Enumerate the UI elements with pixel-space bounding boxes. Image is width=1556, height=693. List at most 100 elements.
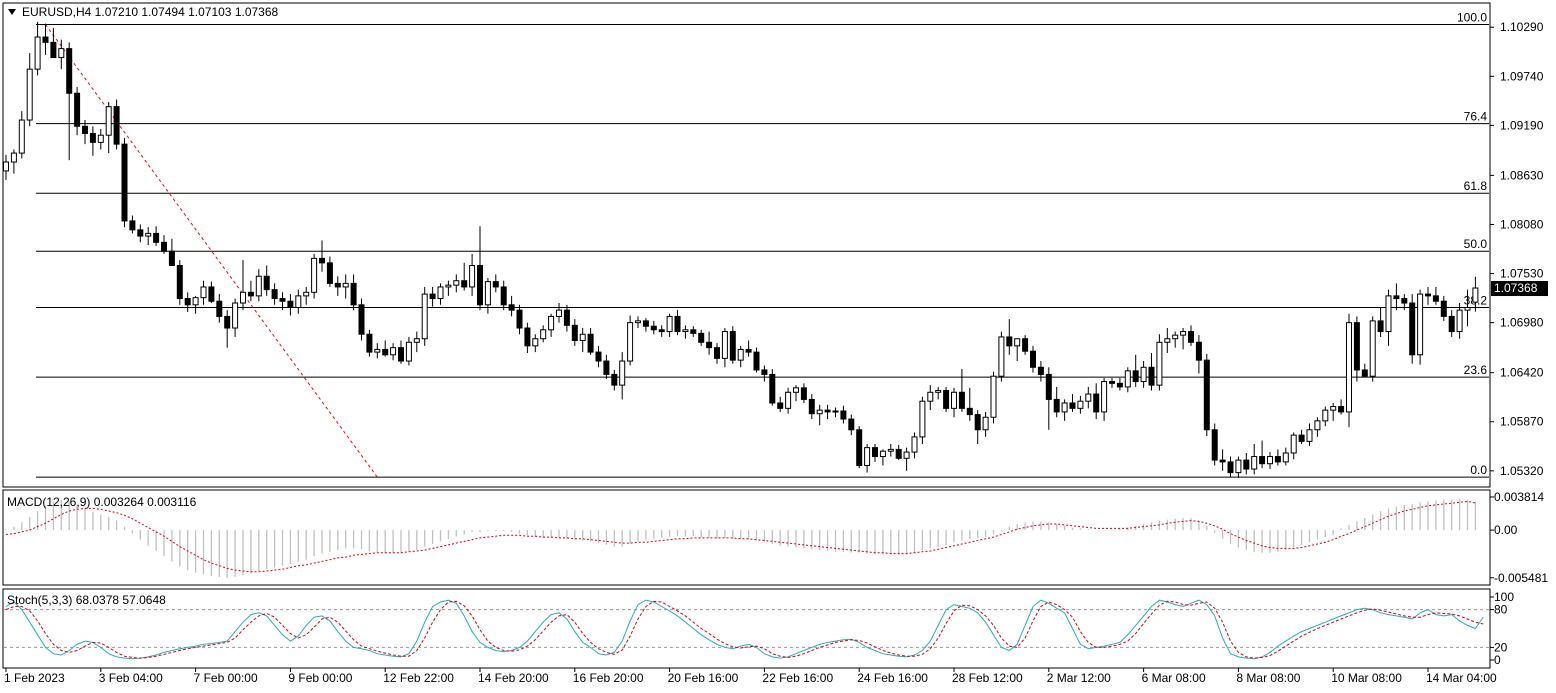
time-axis: 1 Feb 2023 3 Feb 04:00 7 Feb 00:00 9 Feb 00…	[4, 668, 1497, 685]
candle	[1085, 386, 1092, 409]
candle-body-bull	[192, 297, 199, 306]
candle	[635, 316, 641, 329]
candle-body-bear	[1298, 434, 1305, 442]
candle	[911, 432, 918, 459]
candle	[556, 303, 562, 323]
macd-tick-label: 0.003814	[1494, 490, 1544, 504]
candle-body-bear	[729, 331, 736, 361]
candle-body-bear	[824, 409, 831, 413]
candle-body-bull	[1172, 334, 1179, 340]
candle-body-bear	[674, 315, 681, 333]
candle	[1259, 440, 1266, 469]
candle	[1425, 286, 1431, 305]
candle	[398, 340, 404, 364]
candle-body-bear	[753, 351, 760, 371]
fibonacci-retracement[interactable]: 100.076.461.850.038.223.60.0	[36, 11, 1489, 478]
candle-body-bear	[1093, 393, 1100, 413]
candle-body-bull	[579, 333, 586, 342]
candle-body-bear	[208, 286, 215, 302]
candle	[698, 329, 705, 346]
candle	[966, 387, 973, 421]
candle	[429, 286, 436, 307]
candle	[26, 53, 33, 127]
candle	[1448, 310, 1455, 337]
candle	[192, 295, 199, 314]
candle	[800, 383, 807, 403]
candle	[1353, 316, 1360, 382]
candle-body-bear	[1109, 381, 1115, 384]
price-tick-label: 1.10290	[1500, 20, 1544, 34]
candle	[1132, 354, 1139, 387]
candle	[587, 328, 594, 355]
candle-body-bear	[872, 447, 878, 458]
candle	[998, 331, 1005, 382]
candle	[1148, 353, 1155, 391]
triangle-down-icon[interactable]	[8, 9, 16, 15]
candle-body-bear	[745, 348, 752, 353]
candle	[737, 345, 744, 368]
candle-body-bear	[42, 36, 49, 43]
candle	[927, 385, 934, 411]
fib-level-label: 50.0	[1464, 237, 1488, 251]
candle	[958, 369, 965, 412]
candle-body-bull	[295, 295, 302, 308]
candle-body-bull	[682, 329, 689, 333]
candle-body-bear	[761, 369, 768, 375]
candle-body-bear	[1440, 300, 1447, 317]
candle-body-bear	[563, 309, 570, 326]
candle-body-bear	[974, 414, 981, 431]
candle	[990, 371, 997, 424]
candle-body-bear	[1243, 459, 1250, 470]
candle-body-bull	[1322, 409, 1329, 422]
candle-body-bull	[832, 410, 839, 413]
candle	[382, 340, 389, 357]
candle	[682, 325, 689, 339]
candle-body-bear	[113, 106, 120, 145]
candle	[761, 365, 768, 382]
time-tick-label: 14 Mar 04:00	[1426, 671, 1497, 685]
candle-body-bull	[390, 347, 397, 356]
candle	[74, 87, 81, 136]
candle	[1251, 444, 1258, 475]
candle	[1014, 338, 1021, 362]
candle-body-bear	[161, 241, 167, 252]
candle-body-bear	[769, 373, 776, 404]
candle-body-bear	[698, 332, 705, 343]
candle	[500, 280, 507, 311]
candle	[208, 281, 215, 304]
candle	[453, 274, 460, 293]
candle	[706, 331, 713, 355]
candle	[1298, 429, 1305, 445]
time-tick-label: 22 Feb 16:00	[762, 671, 833, 685]
candle	[1037, 361, 1044, 382]
candle	[311, 253, 318, 299]
time-tick-label: 20 Feb 16:00	[668, 671, 739, 685]
fib-level-label: 76.4	[1464, 110, 1488, 124]
candle	[1069, 394, 1076, 412]
candle	[89, 126, 96, 156]
candle-body-bear	[82, 125, 88, 134]
candle-body-bear	[690, 329, 697, 334]
candle	[492, 274, 499, 293]
candle	[97, 128, 104, 150]
time-tick-label: 6 Mar 08:00	[1142, 671, 1206, 685]
stoch-pane-frame	[2, 588, 1491, 669]
fib-level-label: 61.8	[1464, 179, 1488, 193]
candle	[1077, 395, 1084, 414]
candle-body-bear	[382, 348, 389, 356]
candle	[358, 298, 365, 341]
candle	[872, 444, 878, 462]
candle-body-bull	[3, 161, 9, 172]
price-pane-frame	[2, 2, 1491, 488]
candle-body-bull	[1101, 381, 1108, 413]
candle-body-bull	[1472, 287, 1479, 303]
candle	[18, 111, 25, 159]
stoch-tick-label: 0	[1494, 653, 1501, 667]
candle	[1006, 319, 1013, 355]
candle-body-bull	[240, 291, 246, 304]
candle-body-bear	[263, 275, 270, 291]
candle-body-bull	[548, 315, 555, 331]
candle-body-bull	[1014, 338, 1021, 347]
